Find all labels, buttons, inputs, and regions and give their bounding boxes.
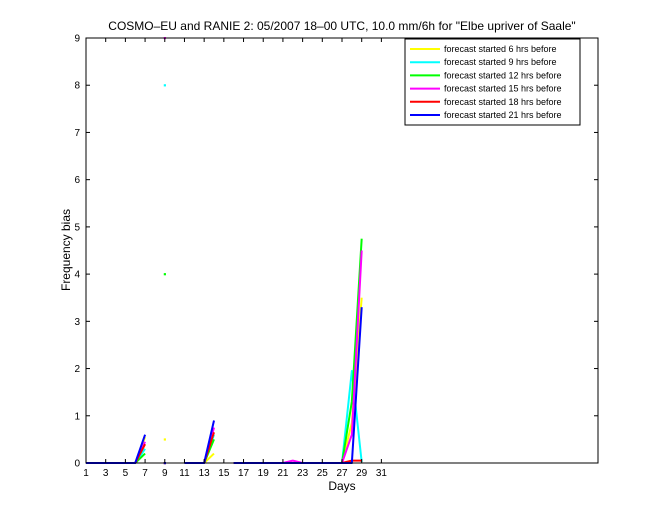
y-tick-label: 9: [74, 34, 80, 45]
y-tick-label: 5: [74, 222, 80, 233]
x-tick-label: 25: [317, 468, 329, 479]
y-tick-label: 8: [74, 81, 80, 92]
y-axis-label: Frequency bias: [59, 209, 73, 291]
legend: forecast started 6 hrs before forecast st…: [404, 38, 581, 126]
y-tick-label: 7: [74, 128, 80, 139]
x-tick-label: 3: [103, 468, 109, 479]
x-tick-label: 29: [356, 468, 368, 479]
x-tick-label: 7: [142, 468, 148, 479]
x-tick-label: 31: [376, 468, 388, 479]
legend-entry: forecast started 6 hrs before: [444, 44, 557, 54]
legend-items: forecast started 6 hrs before forecast st…: [410, 44, 562, 120]
legend-entry: forecast started 21 hrs before: [444, 110, 562, 120]
x-ticks: 1 3 5 7 9 11 13 15 17 19 21 23 25 27 29 31: [83, 38, 387, 479]
chart-title: COSMO–EU and RANIE 2: 05/2007 18–00 UTC,…: [108, 19, 575, 33]
y-ticks: 0 1 2 3 4 5 6 7 8 9: [74, 34, 598, 470]
x-tick-label: 19: [258, 468, 270, 479]
series-point: [163, 84, 166, 87]
x-tick-label: 9: [162, 468, 168, 479]
plot-frame: [85, 37, 599, 464]
y-tick-label: 0: [74, 459, 80, 470]
x-tick-label: 27: [336, 468, 348, 479]
y-tick-label: 2: [74, 364, 80, 375]
x-tick-label: 23: [297, 468, 309, 479]
series-point: [163, 273, 166, 276]
x-tick-label: 15: [218, 468, 230, 479]
x-tick-label: 5: [123, 468, 129, 479]
y-tick-label: 1: [74, 411, 80, 422]
legend-entry: forecast started 9 hrs before: [444, 57, 557, 67]
y-tick-label: 3: [74, 317, 80, 328]
series-point: [163, 438, 166, 441]
x-tick-label: 11: [179, 468, 190, 479]
legend-entry: forecast started 15 hrs before: [444, 84, 562, 94]
x-tick-label: 1: [83, 468, 89, 479]
legend-box: [404, 38, 581, 126]
x-tick-label: 13: [199, 468, 211, 479]
legend-entry: forecast started 12 hrs before: [444, 70, 562, 80]
x-axis-label: Days: [328, 479, 355, 493]
legend-entry: forecast started 18 hrs before: [444, 97, 562, 107]
y-tick-label: 4: [74, 270, 80, 281]
y-tick-label: 6: [74, 175, 80, 186]
x-tick-label: 21: [277, 468, 289, 479]
x-tick-label: 17: [238, 468, 250, 479]
